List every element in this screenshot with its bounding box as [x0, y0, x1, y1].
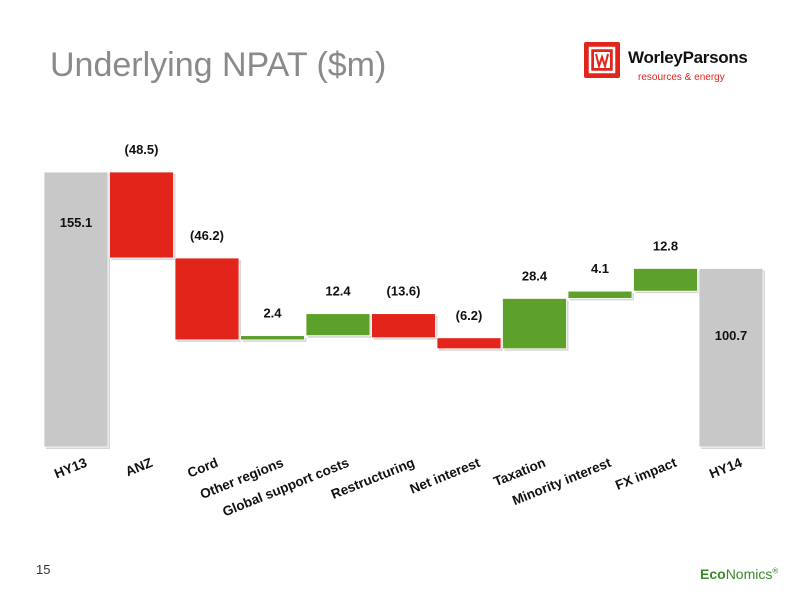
value-label: (48.5) — [125, 142, 159, 157]
logo-name: WorleyParsons — [628, 48, 748, 67]
bar-anz — [109, 171, 174, 259]
bar-minority-interest — [567, 290, 633, 299]
logo-tagline: resources & energy — [638, 72, 725, 83]
value-label: 12.8 — [653, 238, 678, 253]
category-label: FX impact — [613, 455, 679, 493]
footer-brand-mark: ® — [772, 566, 779, 576]
bar-cord — [174, 257, 240, 341]
footer-brand: EcoNomics® — [700, 566, 778, 582]
value-label: 28.4 — [522, 268, 548, 283]
category-label: HY14 — [707, 455, 744, 482]
bar-hy13 — [43, 171, 109, 448]
value-label: (46.2) — [190, 228, 224, 243]
bar-other-regions — [240, 335, 305, 341]
value-label: 100.7 — [715, 328, 748, 343]
bar-taxation — [502, 298, 567, 350]
bar-restructuring — [371, 313, 436, 339]
category-label: Net interest — [408, 455, 483, 497]
company-logo: WorleyParsons resources & energy — [584, 42, 784, 92]
category-label: Cord — [185, 455, 220, 481]
footer-brand-bold: Eco — [700, 566, 726, 582]
value-label: 155.1 — [60, 215, 93, 230]
page-number: 15 — [36, 562, 51, 577]
footer-brand-rest: Nomics — [725, 566, 773, 582]
chart-value-labels: 155.1 (48.5) (46.2) 2.4 12.4 (13.6) (6.2) 28.4 4… — [60, 142, 748, 343]
bar-global-support-costs — [305, 313, 371, 337]
category-label: ANZ — [123, 455, 154, 479]
bar-net-interest — [436, 337, 502, 350]
chart-bars — [43, 171, 765, 449]
logo-mark-icon — [584, 42, 620, 78]
bar-fx-impact — [633, 268, 698, 292]
value-label: (13.6) — [387, 284, 421, 299]
category-label: HY13 — [52, 455, 89, 482]
value-label: 12.4 — [325, 284, 351, 299]
page-title: Underlying NPAT ($m) — [50, 46, 387, 84]
value-label: 2.4 — [263, 306, 282, 321]
bar-hy14 — [698, 268, 764, 448]
value-label: (6.2) — [456, 308, 483, 323]
value-label: 4.1 — [591, 261, 609, 276]
